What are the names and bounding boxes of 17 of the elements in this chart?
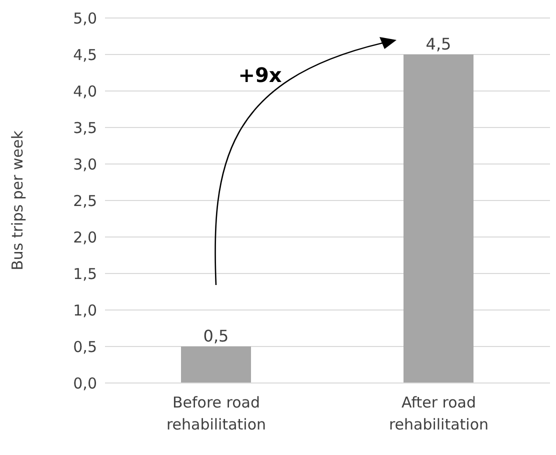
x-tick-label: Before road rehabilitation <box>166 394 266 434</box>
y-axis-title: Bus trips per week <box>8 130 26 270</box>
x-tick-label: After road rehabilitation <box>388 394 489 434</box>
y-tick-label: 0,0 <box>73 374 97 392</box>
y-tick-label: 2,0 <box>73 228 97 246</box>
y-tick-label: 1,0 <box>73 301 97 320</box>
y-tick-label: 1,5 <box>73 264 97 283</box>
y-tick-label: 3,0 <box>73 155 97 174</box>
y-tick-label: 5,0 <box>73 9 97 28</box>
data-label: 4,5 <box>426 34 452 54</box>
y-tick-label: 4,0 <box>73 82 97 100</box>
annotation: +9x <box>238 62 282 86</box>
data-label: 0,5 <box>203 326 229 346</box>
y-tick-label: 4,5 <box>73 46 97 64</box>
y-tick-label: 2,5 <box>73 192 97 210</box>
y-tick-label: 0,5 <box>73 338 97 356</box>
y-tick-label: 3,5 <box>73 118 97 137</box>
